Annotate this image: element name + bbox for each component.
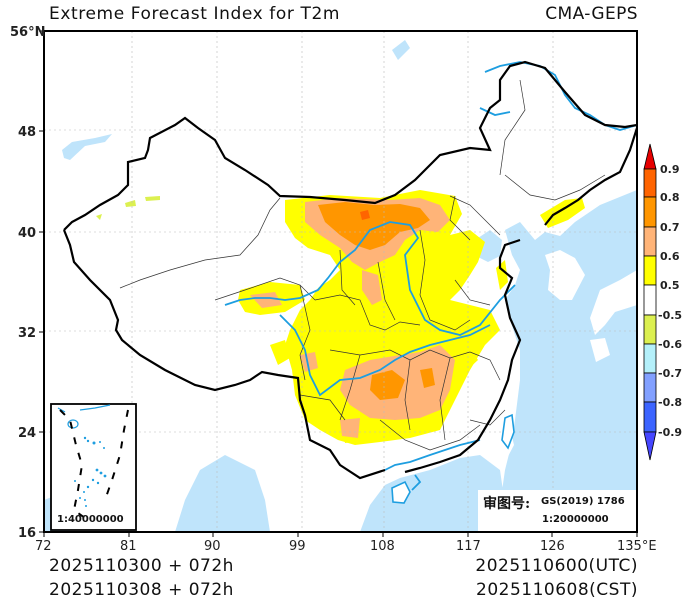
valid-time-utc: 2025110600(UTC) xyxy=(475,556,638,576)
south-china-sea-inset xyxy=(50,403,137,531)
province-borders xyxy=(119,79,606,451)
init-time-cst: 2025110308 + 072h xyxy=(49,580,234,600)
valid-time-cst: 2025110608(CST) xyxy=(476,580,638,600)
gridlines xyxy=(44,31,637,532)
lat-label: 56°N xyxy=(10,25,45,40)
map-scale: 1:20000000 xyxy=(542,514,609,525)
lon-ticks xyxy=(43,532,638,537)
init-time-utc: 2025110300 + 072h xyxy=(49,556,234,576)
colorbar-labels: 0.9 0.8 0.7 0.6 0.5 -0.5 -0.6 -0.7 -0.8 … xyxy=(658,163,682,439)
colorbar xyxy=(643,143,657,461)
lat-label: 40 xyxy=(18,226,36,241)
lat-label: 48 xyxy=(18,125,36,140)
lon-label: 81 xyxy=(120,539,137,554)
colorbar-label: 0.9 xyxy=(660,163,680,176)
colorbar-label: -0.8 xyxy=(658,396,682,409)
colorbar-label: -0.5 xyxy=(658,309,682,322)
inset-scale: 1:40000000 xyxy=(57,514,124,525)
lat-labels: 56°N 48 40 32 24 16 xyxy=(10,25,45,541)
lon-label: 108 xyxy=(370,539,395,554)
plot-frame xyxy=(43,30,638,533)
rivers xyxy=(224,61,637,491)
lon-labels: 72 81 90 99 108 117 126 135°E xyxy=(35,539,657,554)
colorbar-label: -0.9 xyxy=(658,426,682,439)
lon-label: 99 xyxy=(289,539,306,554)
model-name: CMA-GEPS xyxy=(545,4,638,24)
national-border xyxy=(62,60,637,480)
colorbar-label: 0.8 xyxy=(660,191,680,204)
colorbar-label: 0.5 xyxy=(660,279,680,292)
approval-label: 审图号: xyxy=(483,496,531,512)
lat-ticks xyxy=(39,30,44,533)
lon-label: 135°E xyxy=(617,539,657,554)
colorbar-label: 0.6 xyxy=(660,250,680,263)
lat-label: 16 xyxy=(18,526,36,541)
approval-code: GS(2019) 1786 xyxy=(541,496,625,507)
lat-label: 32 xyxy=(18,326,36,341)
colorbar-label: 0.7 xyxy=(660,221,680,234)
map-approval-box: 审图号: GS(2019) 1786 1:20000000 xyxy=(478,490,636,531)
islands xyxy=(391,413,515,504)
colorbar-label: -0.6 xyxy=(658,338,682,351)
lon-label: 90 xyxy=(204,539,221,554)
colorbar-label: -0.7 xyxy=(658,367,682,380)
chart-title: Extreme Forecast Index for T2m xyxy=(49,4,341,24)
lon-label: 72 xyxy=(35,539,52,554)
lon-label: 117 xyxy=(456,539,481,554)
lat-label: 24 xyxy=(18,426,36,441)
map-plot-area xyxy=(44,31,637,532)
lon-label: 126 xyxy=(540,539,565,554)
